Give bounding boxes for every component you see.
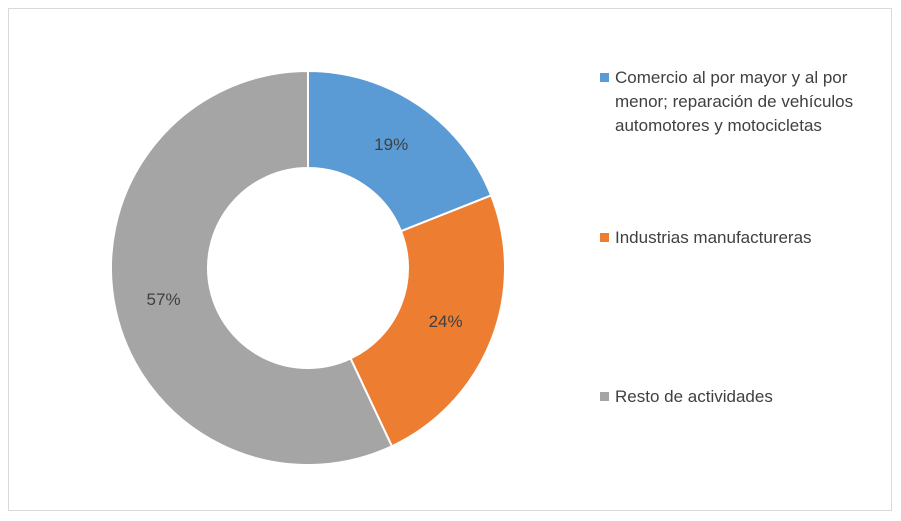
legend-swatch	[600, 233, 609, 242]
legend-label: Comercio al por mayor y al por menor; re…	[615, 68, 854, 135]
donut-slice	[307, 69, 493, 233]
legend-item: Resto de actividades	[600, 385, 870, 409]
donut-slice	[349, 194, 506, 448]
donut-slice	[110, 69, 394, 466]
legend-item: Industrias manufactureras	[600, 226, 870, 250]
legend-label: Resto de actividades	[615, 387, 773, 406]
legend-swatch	[600, 73, 609, 82]
data-label: 19%	[374, 135, 408, 154]
data-label: 24%	[429, 312, 463, 331]
legend-label: Industrias manufactureras	[615, 228, 812, 247]
data-label: 57%	[147, 290, 181, 309]
legend-item: Comercio al por mayor y al por menor; re…	[600, 66, 870, 138]
legend-swatch	[600, 392, 609, 401]
chart-frame	[8, 8, 892, 511]
